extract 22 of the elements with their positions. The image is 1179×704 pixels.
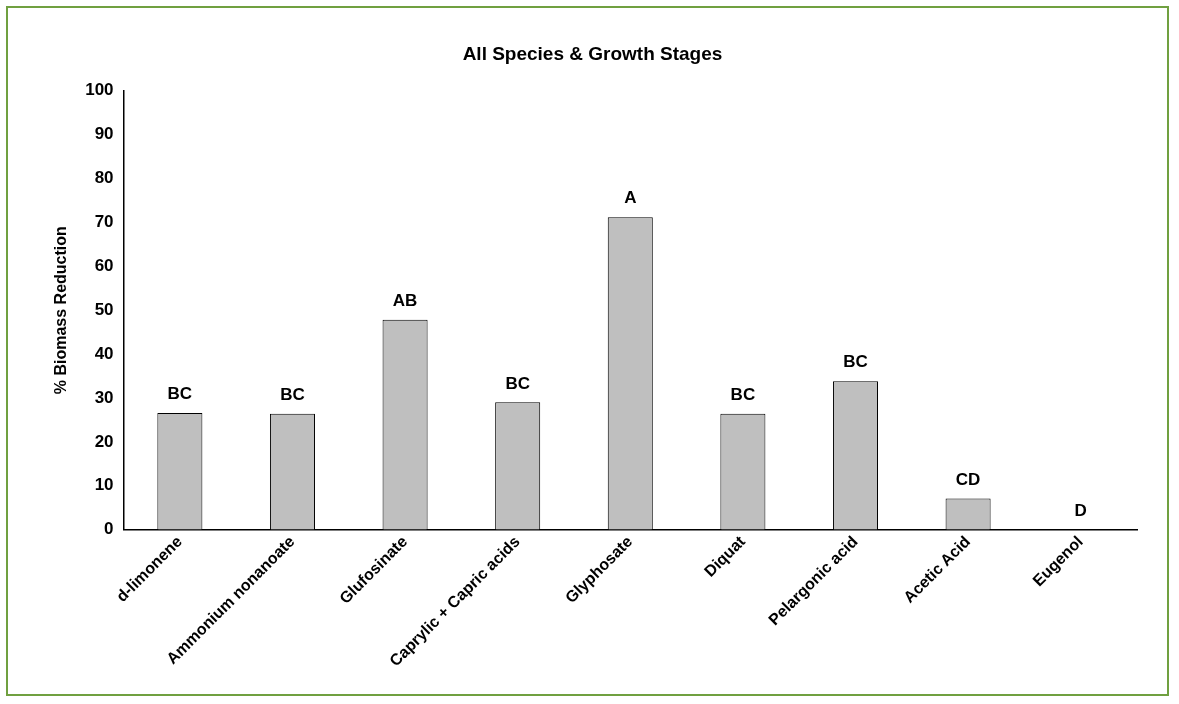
annotation: BC — [280, 384, 305, 404]
annotation: BC — [730, 384, 756, 404]
y-tick-label: 10 — [94, 475, 114, 495]
y-tick-label: 40 — [94, 343, 114, 363]
y-tick-label: 0 — [104, 519, 114, 539]
annotation: BC — [843, 352, 868, 372]
y-tick-label: 20 — [94, 431, 114, 451]
chart-title: All Species & Growth Stages — [462, 42, 723, 64]
y-tick-label: 50 — [94, 299, 114, 319]
y-tick-label: 30 — [94, 387, 114, 407]
annotation: BC — [505, 373, 530, 393]
annotation: AB — [392, 291, 418, 311]
y-tick-label: 100 — [85, 80, 114, 100]
y-tick-label: 90 — [94, 124, 114, 144]
y-tick-label: 70 — [94, 212, 114, 232]
y-tick-label: 80 — [94, 168, 114, 188]
annotation: A — [624, 188, 637, 208]
annotation: D — [1074, 500, 1087, 520]
annotation: CD — [955, 469, 981, 489]
y-tick-label: 60 — [94, 256, 114, 276]
y-axis-title: % Biomass Reduction — [52, 226, 70, 395]
annotation: BC — [167, 384, 193, 404]
